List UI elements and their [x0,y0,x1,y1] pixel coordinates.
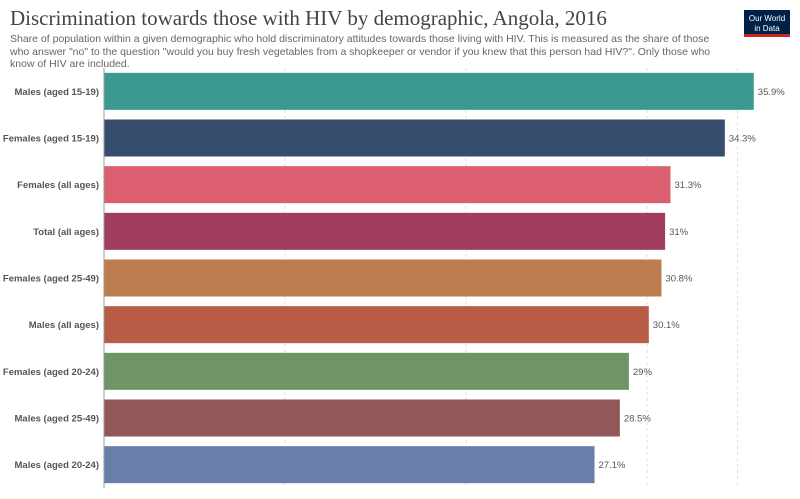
category-label: Females (aged 20-24) [3,367,99,378]
value-label: 27.1% [599,460,626,471]
chart-subtitle: Share of population within a given demog… [10,33,711,70]
bar[interactable] [104,259,662,297]
value-label: 31% [669,227,689,238]
value-label: 34.3% [729,134,756,145]
bar[interactable] [104,446,595,484]
value-label: 35.9% [758,87,785,98]
category-label: Total (all ages) [33,227,99,238]
logo-line-2: in Data [754,24,780,33]
value-label: 29% [633,367,653,378]
category-label: Females (all ages) [17,180,99,191]
bar[interactable] [104,72,754,110]
category-label: Females (aged 25-49) [3,274,99,285]
bar[interactable] [104,119,725,157]
bar[interactable] [104,306,649,344]
category-label: Males (aged 20-24) [15,460,99,471]
category-label: Females (aged 15-19) [3,134,99,145]
value-label: 30.1% [653,320,680,331]
chart-title: Discrimination towards those with HIV by… [10,6,607,30]
category-label: Males (aged 25-49) [15,414,99,425]
category-label: Males (aged 15-19) [15,87,99,98]
bar[interactable] [104,399,620,437]
value-label: 31.3% [675,180,702,191]
bar[interactable] [104,352,629,390]
logo-line-1: Our World [748,14,786,23]
value-label: 30.8% [665,274,692,285]
value-label: 28.5% [624,414,651,425]
bar[interactable] [104,166,671,204]
owid-logo[interactable]: Our World in Data [744,10,790,37]
bar[interactable] [104,212,666,250]
category-label: Males (all ages) [29,320,99,331]
